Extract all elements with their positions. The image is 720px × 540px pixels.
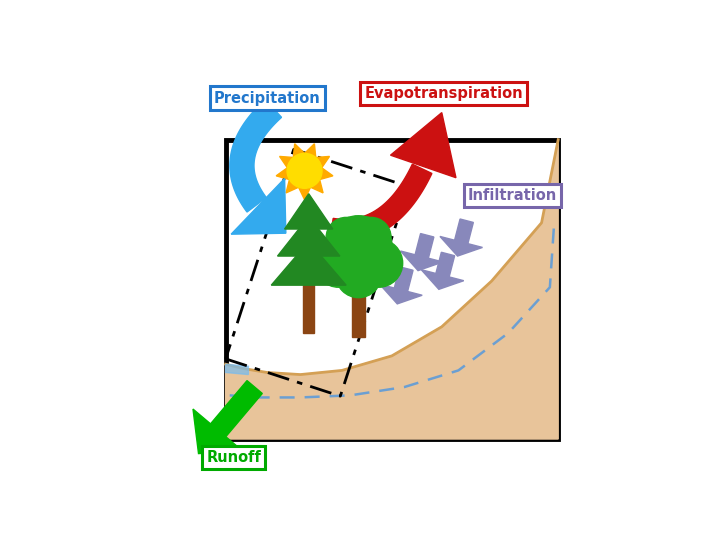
Circle shape bbox=[354, 239, 402, 287]
Circle shape bbox=[315, 239, 363, 287]
Polygon shape bbox=[193, 409, 243, 454]
Polygon shape bbox=[225, 364, 248, 375]
Polygon shape bbox=[338, 239, 381, 258]
Polygon shape bbox=[359, 261, 401, 281]
Polygon shape bbox=[284, 194, 333, 229]
Polygon shape bbox=[395, 267, 413, 292]
Polygon shape bbox=[415, 234, 434, 258]
Polygon shape bbox=[390, 113, 456, 178]
Polygon shape bbox=[421, 269, 464, 289]
Polygon shape bbox=[225, 140, 558, 439]
Text: Runoff: Runoff bbox=[207, 450, 261, 465]
Polygon shape bbox=[230, 99, 282, 212]
Polygon shape bbox=[374, 244, 392, 268]
Polygon shape bbox=[454, 219, 473, 244]
Polygon shape bbox=[353, 221, 372, 246]
Circle shape bbox=[325, 216, 392, 284]
Polygon shape bbox=[276, 144, 333, 200]
Bar bbox=[303, 275, 314, 333]
Polygon shape bbox=[277, 217, 340, 256]
Bar bbox=[352, 271, 365, 337]
Circle shape bbox=[326, 218, 366, 258]
Polygon shape bbox=[271, 241, 346, 285]
Text: Infiltration: Infiltration bbox=[468, 188, 557, 203]
Circle shape bbox=[336, 252, 382, 298]
Polygon shape bbox=[440, 237, 482, 256]
Polygon shape bbox=[210, 381, 262, 437]
Text: Evapotranspiration: Evapotranspiration bbox=[364, 86, 523, 102]
Polygon shape bbox=[379, 284, 422, 304]
Circle shape bbox=[287, 153, 322, 188]
Bar bbox=[225, 140, 558, 439]
Text: Precipitation: Precipitation bbox=[214, 91, 320, 105]
Polygon shape bbox=[330, 164, 432, 241]
Polygon shape bbox=[400, 251, 443, 271]
Circle shape bbox=[351, 218, 391, 258]
Polygon shape bbox=[436, 252, 454, 277]
Polygon shape bbox=[231, 179, 286, 234]
